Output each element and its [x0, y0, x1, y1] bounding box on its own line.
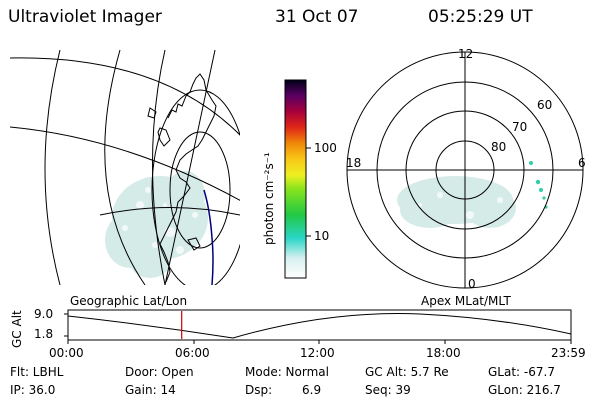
polar-hour-12: 12: [458, 47, 474, 61]
coastline: [159, 73, 217, 283]
polar-hour-18: 18: [346, 156, 362, 170]
alt-xtick-0600: 06:00: [175, 346, 210, 360]
caption-geographic: Geographic Lat/Lon: [70, 294, 188, 308]
polar-hour-6: 6: [578, 156, 586, 170]
alt-plot-ylabel: GC Alt: [10, 310, 24, 348]
header-date: 31 Oct 07: [275, 7, 359, 27]
alt-ytick-1: 1.8: [34, 327, 54, 341]
satellite-track: [203, 189, 214, 285]
status-glat: GLat: -67.7: [488, 365, 555, 379]
status-flt: Flt: LBHL: [10, 365, 64, 379]
status-ip: IP: 36.0: [10, 383, 56, 397]
colorbar-tick-10: 10: [314, 229, 330, 243]
status-door: Door: Open: [125, 365, 194, 379]
app-title: Ultraviolet Imager: [8, 7, 162, 27]
status-dsp-value: 6.9: [302, 383, 322, 397]
color-bar: [284, 79, 311, 279]
alt-xtick-1800: 18:00: [426, 346, 461, 360]
polar-aurora-dots: [529, 161, 548, 209]
geographic-map: [10, 49, 240, 285]
geo-emission-region: [105, 171, 208, 278]
polar-plot: [346, 51, 584, 289]
alt-xtick-1200: 12:00: [300, 346, 335, 360]
polar-lat-70: 70: [512, 120, 528, 134]
status-seq: Seq: 39: [365, 383, 411, 397]
alt-xtick-2359: 23:59: [551, 346, 586, 360]
altitude-plot: [64, 309, 572, 344]
status-gain: Gain: 14: [125, 383, 176, 397]
polar-hour-0: 0: [468, 277, 476, 291]
header-time: 05:25:29 UT: [428, 7, 533, 27]
altitude-curve: [67, 313, 572, 339]
colorbar-unit-label: photon cm⁻²s⁻¹: [262, 152, 276, 245]
alt-xtick-0000: 00:00: [49, 346, 84, 360]
alt-ytick-9: 9.0: [34, 307, 54, 321]
status-gc-alt: GC Alt: 5.7 Re: [365, 365, 449, 379]
colorbar-tick-100: 100: [314, 141, 337, 155]
polar-lat-60: 60: [537, 98, 553, 112]
polar-lat-80: 80: [491, 140, 507, 154]
status-dsp-label: Dsp:: [245, 383, 273, 397]
status-glon: GLon: 216.7: [488, 383, 561, 397]
caption-apex: Apex MLat/MLT: [421, 294, 511, 308]
status-mode: Mode: Normal: [245, 365, 329, 379]
